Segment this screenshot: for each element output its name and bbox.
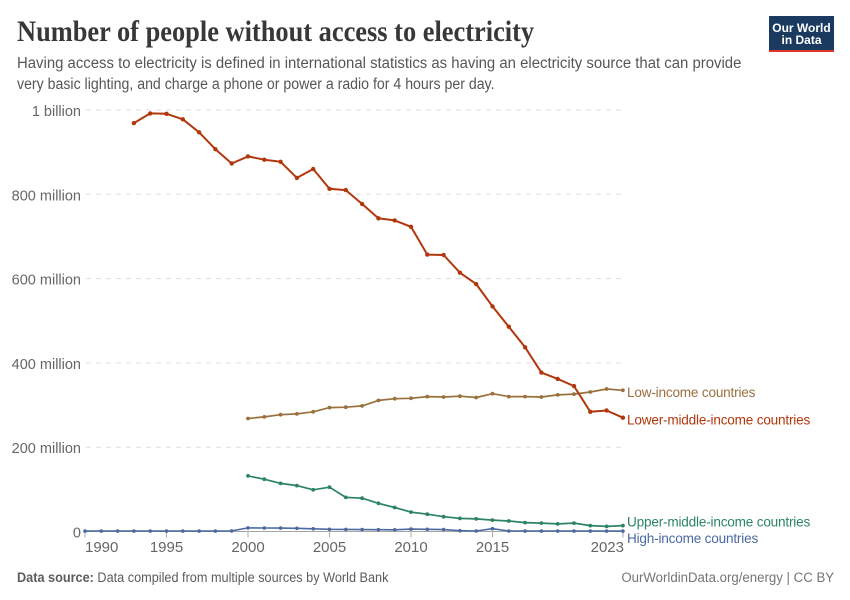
svg-text:Low-income countries: Low-income countries [627,385,756,400]
svg-text:200 million: 200 million [12,441,81,457]
svg-text:2000: 2000 [231,539,264,556]
svg-text:2005: 2005 [313,539,346,556]
svg-text:1 billion: 1 billion [32,104,81,120]
svg-text:Upper-middle-income countries: Upper-middle-income countries [627,515,810,530]
svg-text:1990: 1990 [85,539,118,556]
svg-text:Lower-middle-income countries: Lower-middle-income countries [627,413,810,428]
svg-text:1995: 1995 [150,539,183,556]
svg-text:High-income countries: High-income countries [627,531,758,546]
svg-text:2015: 2015 [476,539,509,556]
svg-text:2023: 2023 [591,539,624,556]
svg-text:400 million: 400 million [12,357,81,373]
svg-text:800 million: 800 million [12,188,81,204]
svg-text:0: 0 [73,526,81,542]
svg-text:600 million: 600 million [12,273,81,289]
svg-text:2010: 2010 [394,539,427,556]
